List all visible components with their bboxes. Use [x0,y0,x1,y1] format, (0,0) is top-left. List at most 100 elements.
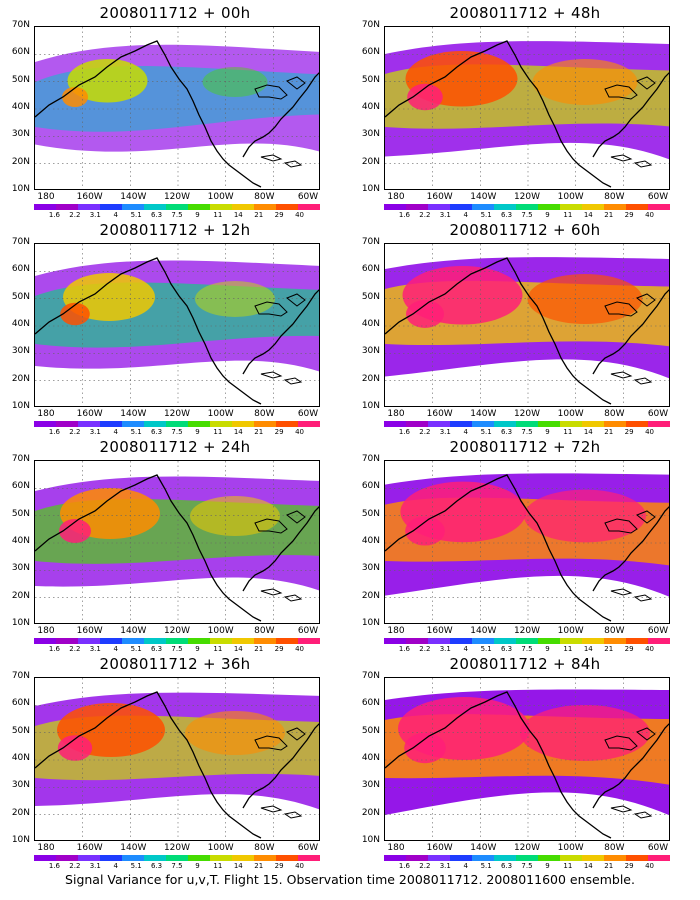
colorbar [384,204,670,210]
lat-tick-label: 10N [361,184,380,194]
colorbar-swatch [166,638,188,644]
colorbar-swatch [34,421,56,427]
colorbar-swatch [100,855,122,861]
colorbar-swatch [626,421,648,427]
lat-tick-label: 20N [11,807,30,818]
lat-tick-label: 60N [11,698,30,709]
colorbar-swatch [384,204,406,210]
colorbar-swatch [516,855,538,861]
panel-title: 2008011712 + 60h [449,221,601,239]
colorbar-label: 4 [463,645,468,653]
map-panel: 2008011712 + 00h 70N 60N 50N 40N 30N 20N 10N 180… [0,0,350,222]
lon-tick-label: 120W [163,192,191,202]
colorbar-label: 7.5 [521,428,533,436]
colorbar-swatch [78,855,100,861]
colorbar-label: 5.1 [130,862,142,870]
colorbar-swatch [254,855,276,861]
colorbar-swatch [538,638,560,644]
colorbar-label: 6.3 [500,645,513,653]
colorbar-swatch [494,421,516,427]
lat-tick-label: 40N [361,102,380,112]
colorbar-swatch [582,421,604,427]
colorbar-label: 9 [545,428,550,436]
lon-tick-label: 100W [207,409,234,419]
colorbar-swatch [538,204,560,210]
lon-tick-label: 60W [297,626,319,636]
lat-tick-label: 70N [361,671,380,681]
lon-tick-label: 180 [387,843,405,853]
colorbar-swatch [560,855,582,861]
colorbar-label: 7.5 [171,211,183,219]
lon-tick-label: 120W [513,626,541,636]
lon-tick-label: 60W [297,409,319,419]
colorbar-swatch [78,421,100,427]
panel-title: 2008011712 + 00h [99,4,251,22]
colorbar-swatch [560,421,582,427]
colorbar-swatch [428,638,450,644]
lat-tick-label: 50N [361,725,380,736]
lat-tick-label: 30N [11,129,30,140]
colorbar-label: 4 [113,862,118,870]
colorbar-label: 21 [254,645,264,653]
lon-tick-label: 80W [604,192,625,202]
lat-tick-label: 70N [11,671,30,681]
lat-tick-label: 10N [11,618,30,628]
lon-tick-label: 80W [254,843,275,853]
colorbar-swatch [406,204,428,210]
lon-tick-label: 80W [604,409,625,419]
colorbar-label: 3.1 [439,645,451,653]
colorbar-label: 7.5 [171,428,183,436]
colorbar-label: 1.6 [398,211,410,219]
lat-tick-label: 20N [11,373,30,384]
lat-tick-label: 50N [11,74,30,85]
colorbar-label: 14 [583,211,593,219]
colorbar-swatch [472,855,494,861]
lat-tick-label: 10N [361,835,380,845]
colorbar-swatch [604,204,626,210]
colorbar-label: 7.5 [521,211,533,219]
lon-tick-label: 100W [207,626,234,636]
colorbar-label: 3.1 [89,862,101,870]
lon-tick-label: 160W [76,626,103,636]
lat-tick-label: 30N [11,780,30,791]
colorbar-label: 2.2 [419,211,431,219]
map-panel: 2008011712 + 12h 70N 60N 50N 40N 30N 20N 10N 180… [0,217,350,439]
colorbar-swatch [276,421,298,427]
colorbar-label: 9 [195,862,200,870]
colorbar-swatch [538,421,560,427]
colorbar-swatch [122,638,144,644]
lon-tick-label: 80W [604,626,625,636]
panel-title: 2008011712 + 48h [449,4,601,22]
colorbar-label: 9 [195,211,200,219]
colorbar-label: 3.1 [439,211,451,219]
colorbar-label: 11 [213,211,223,219]
map-panel: 2008011712 + 48h 70N 60N 50N 40N 30N 20N 10N 180… [350,0,700,222]
colorbar-swatch [406,638,428,644]
lat-tick-label: 40N [11,753,30,763]
lat-tick-label: 40N [11,536,30,546]
colorbar-swatch [56,638,78,644]
colorbar-swatch [384,421,406,427]
colorbar-label: 9 [545,211,550,219]
map-panel: 2008011712 + 72h 70N 60N 50N 40N 30N 20N 10N 180… [350,434,700,656]
lon-tick-label: 180 [37,843,55,853]
colorbar-swatch [648,638,670,644]
lon-tick-label: 140W [470,626,497,636]
colorbar-label: 14 [233,428,243,436]
lon-tick-label: 60W [647,192,669,202]
colorbar-swatch [166,204,188,210]
colorbar-swatch [626,638,648,644]
colorbar-label: 29 [624,428,634,436]
colorbar-label: 40 [645,211,655,219]
lat-tick-label: 50N [11,725,30,736]
colorbar-swatch [604,638,626,644]
lat-tick-label: 70N [361,20,380,30]
colorbar-swatch [232,855,254,861]
colorbar-label: 2.2 [69,645,81,653]
colorbar-swatch [56,855,78,861]
map-panel: 2008011712 + 60h 70N 60N 50N 40N 30N 20N 10N 180… [350,217,700,439]
map-panel: 2008011712 + 36h 70N 60N 50N 40N 30N 20N 10N 180… [0,651,350,873]
lat-tick-label: 10N [11,835,30,845]
colorbar-label: 29 [274,211,284,219]
lon-tick-label: 100W [207,192,234,202]
